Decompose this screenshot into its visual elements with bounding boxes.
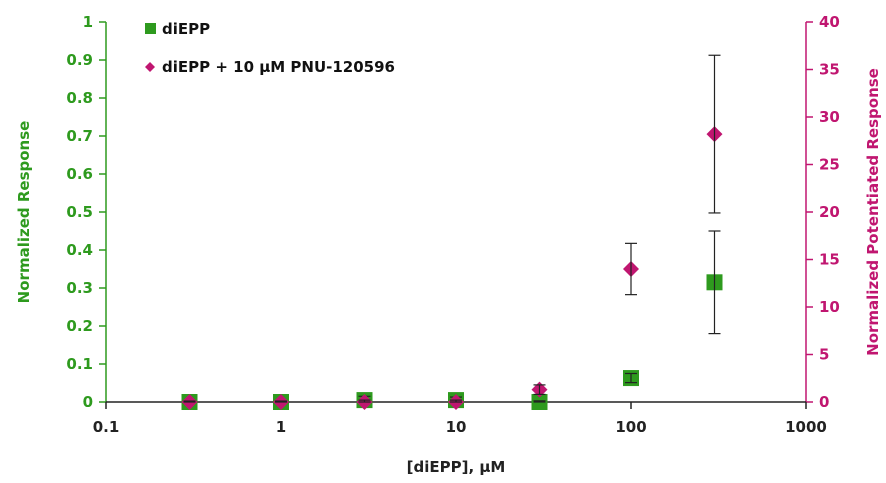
series-pnu bbox=[181, 54, 723, 410]
pnu-error-bar bbox=[275, 400, 287, 403]
diepp-error-bar bbox=[533, 400, 546, 403]
legend: diEPP diEPP + 10 μM PNU-120596 bbox=[145, 20, 395, 76]
x-axis-ticks: 0.1 1 10 100 1000 bbox=[93, 402, 827, 436]
left-tick-label: 0.8 bbox=[66, 89, 93, 107]
x-tick-label: 0.1 bbox=[93, 418, 120, 436]
legend-label-diepp: diEPP bbox=[162, 20, 210, 38]
right-tick-label: 40 bbox=[819, 13, 840, 31]
left-tick-label: 0.9 bbox=[66, 51, 93, 69]
right-tick-label: 30 bbox=[819, 108, 840, 126]
x-tick-label: 10 bbox=[446, 418, 467, 436]
left-tick-label: 1 bbox=[83, 13, 93, 31]
legend-square-marker bbox=[145, 23, 156, 34]
legend-item-pnu: diEPP + 10 μM PNU-120596 bbox=[145, 58, 395, 76]
legend-item-diepp: diEPP bbox=[145, 20, 210, 38]
left-tick-label: 0.5 bbox=[66, 203, 93, 221]
x-axis-title: [diEPP], μM bbox=[407, 458, 506, 476]
left-tick-label: 0.1 bbox=[66, 355, 93, 373]
pnu-error-bar bbox=[625, 242, 637, 296]
left-tick-label: 0.6 bbox=[66, 165, 93, 183]
legend-label-pnu: diEPP + 10 μM PNU-120596 bbox=[162, 58, 395, 76]
right-axis-title: Normalized Potentiated Response bbox=[864, 68, 882, 356]
right-tick-label: 20 bbox=[819, 203, 840, 221]
right-tick-label: 5 bbox=[819, 346, 829, 364]
left-tick-label: 0.7 bbox=[66, 127, 93, 145]
x-axis: 0.1 1 10 100 1000 bbox=[93, 401, 827, 436]
pnu-error-bar bbox=[533, 384, 546, 395]
pnu-error-bar bbox=[358, 399, 371, 403]
right-tick-label: 15 bbox=[819, 251, 840, 269]
left-tick-label: 0.3 bbox=[66, 279, 93, 297]
x-tick-label: 100 bbox=[615, 418, 646, 436]
right-axis-ticks: 0 5 10 15 20 25 30 35 40 bbox=[806, 13, 840, 411]
right-tick-label: 0 bbox=[819, 393, 829, 411]
pnu-error-bar bbox=[183, 400, 196, 403]
pnu-error-bar bbox=[450, 399, 462, 403]
right-tick-label: 35 bbox=[819, 61, 840, 79]
x-tick-label: 1000 bbox=[785, 418, 827, 436]
diepp-error-bar bbox=[708, 230, 721, 335]
left-axis-title: Normalized Response bbox=[15, 121, 33, 304]
series-diepp bbox=[181, 230, 723, 410]
left-axis: 0 0.1 0.2 0.3 0.4 0.5 0.6 0.7 0.8 0.9 1 bbox=[66, 13, 107, 411]
right-axis: 0 5 10 15 20 25 30 35 40 bbox=[805, 13, 840, 411]
right-tick-label: 25 bbox=[819, 156, 840, 174]
right-tick-label: 10 bbox=[819, 298, 840, 316]
left-tick-label: 0.2 bbox=[66, 317, 93, 335]
x-tick-label: 1 bbox=[276, 418, 286, 436]
left-axis-ticks: 0 0.1 0.2 0.3 0.4 0.5 0.6 0.7 0.8 0.9 1 bbox=[66, 13, 106, 411]
left-tick-label: 0.4 bbox=[66, 241, 93, 259]
pnu-error-bar bbox=[708, 54, 721, 214]
legend-diamond-marker bbox=[145, 62, 155, 72]
left-tick-label: 0 bbox=[83, 393, 93, 411]
diepp-error-bar bbox=[625, 372, 637, 384]
